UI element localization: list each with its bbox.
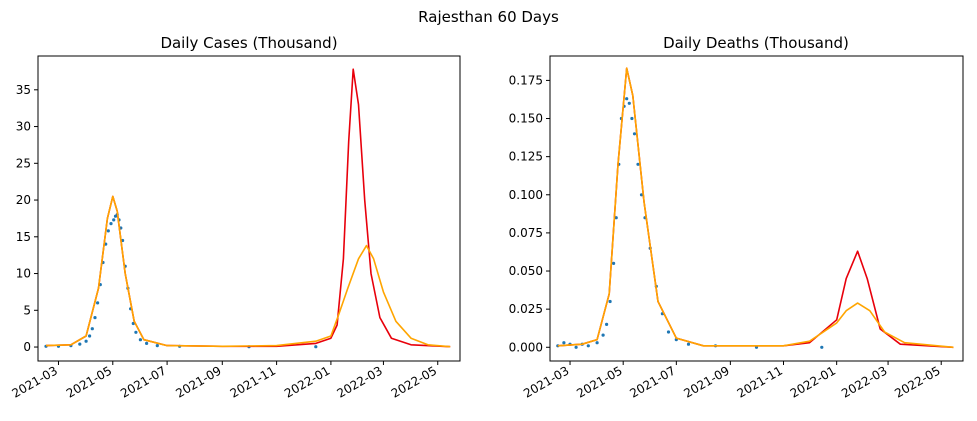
observed-point-deaths-17: [630, 116, 634, 121]
y-tick-label-cases-3: 15: [16, 230, 31, 244]
observed-point-deaths-16: [627, 101, 631, 105]
observed-point-cases-26: [145, 341, 149, 345]
y-tick-label-deaths-6: 0.150: [509, 112, 543, 126]
y-tick-label-deaths-3: 0.075: [509, 226, 543, 240]
observed-point-cases-3: [78, 342, 82, 346]
observed-point-cases-13: [109, 222, 113, 226]
observed-point-deaths-18: [632, 132, 637, 136]
x-tick-label-cases-4: 2021-11: [228, 363, 278, 400]
observed-point-deaths-3: [574, 345, 578, 349]
y-tick-label-deaths-0: 0.000: [509, 340, 543, 354]
x-tick-label-cases-7: 2022-05: [389, 363, 439, 400]
observed-point-deaths-9: [608, 299, 612, 304]
x-tick-label-deaths-4: 2021-11: [735, 363, 785, 400]
y-tick-label-cases-2: 10: [16, 267, 31, 281]
x-tick-label-cases-1: 2021-05: [64, 363, 114, 400]
x-tick-label-deaths-3: 2021-09: [681, 363, 731, 400]
x-tick-label-cases-0: 2021-03: [10, 363, 60, 400]
observed-point-cases-7: [93, 316, 97, 320]
observed-point-deaths-5: [586, 344, 590, 348]
observed-point-cases-8: [96, 301, 100, 305]
observed-point-cases-14: [112, 218, 116, 222]
observed-point-cases-24: [134, 330, 138, 334]
observed-point-deaths-15: [625, 97, 629, 101]
observed-point-cases-30: [314, 345, 318, 349]
plot-frame-cases: [37, 55, 461, 362]
y-tick-label-cases-4: 20: [16, 193, 31, 207]
y-tick-label-deaths-2: 0.050: [509, 264, 543, 278]
observed-point-cases-25: [138, 338, 142, 342]
y-tick-label-cases-6: 30: [16, 120, 31, 134]
x-tick-label-deaths-1: 2021-05: [574, 363, 624, 400]
observed-point-deaths-20: [639, 193, 644, 197]
observed-point-cases-6: [90, 327, 94, 331]
y-tick-label-deaths-7: 0.175: [509, 73, 543, 87]
x-tick-label-cases-6: 2022-03: [335, 363, 385, 400]
x-tick-label-deaths-5: 2022-01: [788, 363, 838, 400]
observed-point-deaths-1: [562, 341, 566, 345]
observed-point-deaths-6: [595, 341, 599, 345]
orange-fit-line-deaths: [557, 67, 954, 349]
y-tick-label-cases-5: 25: [16, 156, 31, 170]
red-fit-line-deaths: [557, 67, 954, 349]
chart-daily-deaths: Daily Deaths (Thousand) 0.000 0.025 0.050 0…: [509, 34, 964, 401]
x-tick-label-cases-3: 2021-09: [173, 363, 223, 400]
observed-point-deaths-30: [820, 345, 824, 349]
observed-point-deaths-8: [605, 322, 609, 326]
x-tick-label-cases-2: 2021-07: [118, 363, 168, 400]
y-tick-label-cases-7: 35: [16, 83, 31, 97]
y-tick-label-deaths-5: 0.125: [509, 150, 543, 164]
chart-daily-cases: Daily Cases (Thousand) 0 5 10 15 20 25 30 35 202…: [10, 34, 461, 401]
x-tick-label-deaths-0: 2021-03: [521, 363, 571, 400]
plot-frame-deaths: [549, 55, 964, 362]
y-tick-label-cases-0: 0: [23, 340, 31, 354]
x-tick-label-deaths-6: 2022-03: [839, 363, 889, 400]
observed-point-cases-12: [106, 229, 110, 233]
observed-point-deaths-7: [601, 333, 605, 337]
figure-suptitle: Rajesthan 60 Days: [418, 8, 559, 26]
y-tick-label-deaths-4: 0.100: [509, 188, 543, 202]
x-tick-label-cases-5: 2022-01: [282, 363, 332, 400]
y-tick-label-cases-1: 5: [23, 303, 31, 317]
observed-point-deaths-10: [612, 261, 616, 265]
y-tick-label-deaths-1: 0.025: [509, 302, 543, 316]
observed-point-deaths-25: [666, 330, 671, 334]
observed-point-cases-5: [88, 334, 92, 338]
x-tick-label-deaths-7: 2022-05: [892, 363, 942, 400]
observed-point-cases-27: [155, 344, 159, 348]
observed-point-deaths-27: [686, 342, 691, 346]
orange-fit-line-cases: [45, 195, 451, 348]
observed-point-deaths-19: [636, 162, 640, 166]
chart-title-daily-cases: Daily Cases (Thousand): [160, 34, 337, 52]
x-tick-label-deaths-2: 2021-07: [627, 363, 677, 400]
chart-title-daily-deaths: Daily Deaths (Thousand): [663, 34, 849, 52]
observed-point-cases-4: [84, 339, 88, 343]
observed-point-deaths-11: [614, 216, 618, 220]
